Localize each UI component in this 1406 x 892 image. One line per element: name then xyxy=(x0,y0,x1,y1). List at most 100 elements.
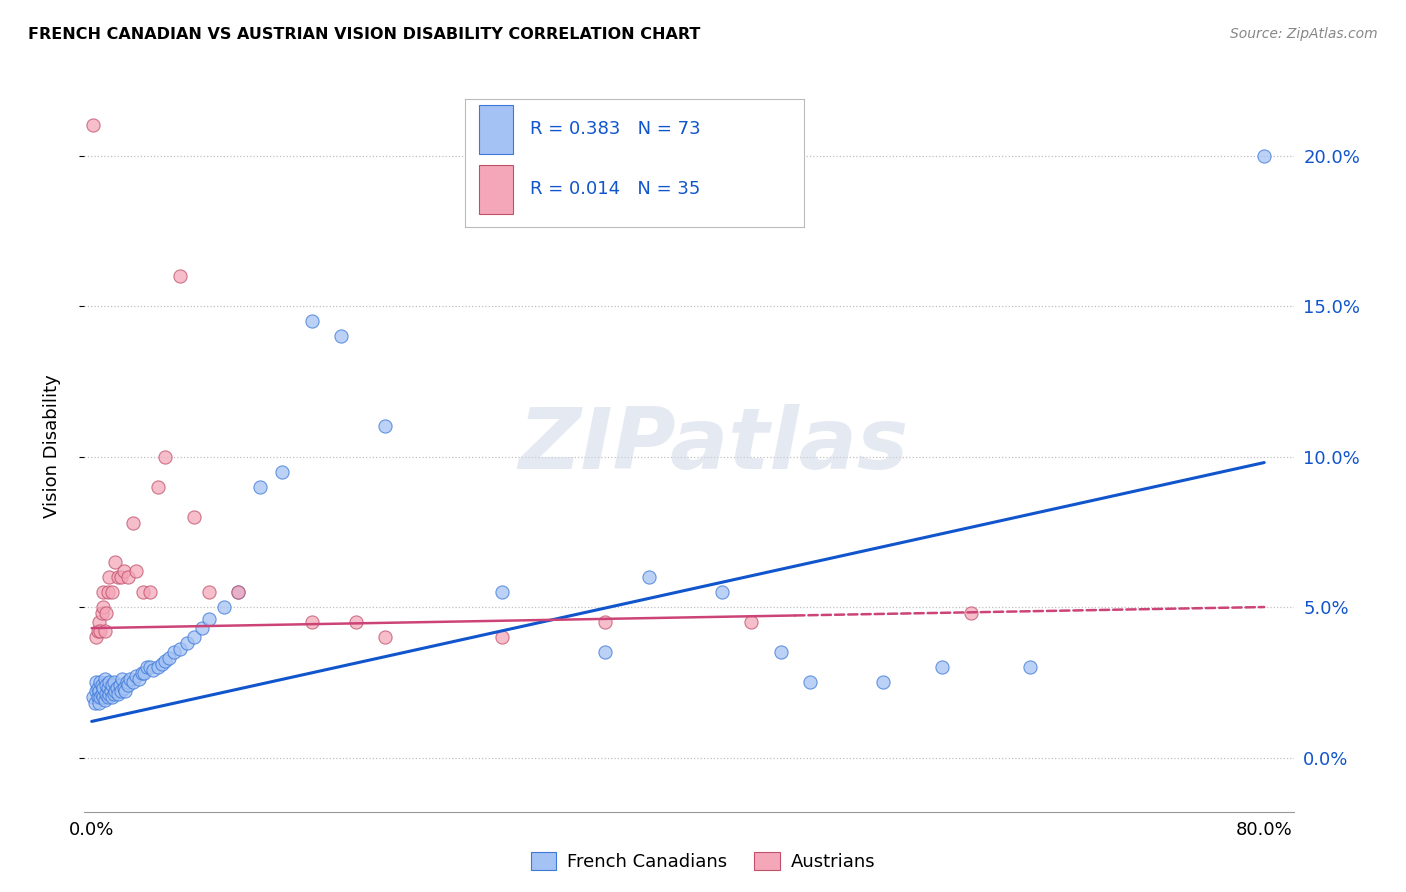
Point xyxy=(157,651,180,665)
Point xyxy=(169,268,191,283)
Point xyxy=(101,585,124,599)
Point xyxy=(87,697,110,711)
Point xyxy=(374,630,396,644)
Point xyxy=(121,675,143,690)
Point xyxy=(93,681,115,696)
Point xyxy=(931,660,953,674)
Point xyxy=(329,329,352,343)
Point xyxy=(960,606,983,620)
Point xyxy=(121,516,143,530)
Point xyxy=(97,690,120,705)
Text: FRENCH CANADIAN VS AUSTRIAN VISION DISABILITY CORRELATION CHART: FRENCH CANADIAN VS AUSTRIAN VISION DISAB… xyxy=(28,27,700,42)
Point xyxy=(101,678,124,692)
Point xyxy=(183,630,205,644)
Point xyxy=(84,684,107,698)
Point xyxy=(142,663,165,677)
Point xyxy=(98,675,121,690)
Point xyxy=(128,673,150,687)
Point xyxy=(1253,148,1275,162)
Point xyxy=(82,690,104,705)
Point xyxy=(198,585,221,599)
Point xyxy=(93,690,115,705)
Point xyxy=(103,687,125,701)
Point xyxy=(118,673,141,687)
Point xyxy=(710,585,733,599)
Point xyxy=(212,600,235,615)
Point xyxy=(301,314,323,328)
Point xyxy=(94,693,117,707)
Point xyxy=(124,564,146,578)
Point xyxy=(226,585,249,599)
Point xyxy=(83,697,105,711)
Point xyxy=(86,624,108,639)
Point xyxy=(97,681,120,696)
Point xyxy=(593,615,616,629)
Point xyxy=(163,645,186,659)
Point xyxy=(169,642,191,657)
Point xyxy=(799,675,821,690)
Point xyxy=(740,615,762,629)
Point xyxy=(769,645,792,659)
Point xyxy=(96,606,118,620)
Point xyxy=(103,675,125,690)
Point xyxy=(146,480,169,494)
Point xyxy=(87,684,110,698)
Point xyxy=(271,465,294,479)
Point xyxy=(131,666,153,681)
Point xyxy=(93,585,115,599)
Point xyxy=(491,585,513,599)
Text: ZIPatlas: ZIPatlas xyxy=(517,404,908,488)
Point xyxy=(136,660,159,674)
Point xyxy=(112,564,135,578)
Point xyxy=(86,690,108,705)
Point xyxy=(117,570,139,584)
Point xyxy=(107,570,129,584)
Point xyxy=(91,606,114,620)
Point xyxy=(107,687,129,701)
Point xyxy=(132,585,155,599)
Point xyxy=(301,615,323,629)
Point xyxy=(190,621,212,635)
Point xyxy=(104,555,127,569)
Point xyxy=(249,480,271,494)
Legend: French Canadians, Austrians: French Canadians, Austrians xyxy=(524,845,882,879)
Point xyxy=(104,684,127,698)
Point xyxy=(98,570,121,584)
Point xyxy=(94,673,117,687)
Point xyxy=(637,570,659,584)
Point xyxy=(176,636,198,650)
Point xyxy=(115,675,138,690)
Point xyxy=(96,687,118,701)
Point xyxy=(96,678,118,692)
Point xyxy=(1018,660,1040,674)
Point xyxy=(114,684,136,698)
Point xyxy=(82,119,104,133)
Point xyxy=(108,678,131,692)
Point xyxy=(91,687,114,701)
Point xyxy=(86,681,108,696)
Point xyxy=(110,570,132,584)
Point xyxy=(153,654,176,668)
Point xyxy=(226,585,249,599)
Point xyxy=(134,666,156,681)
Point xyxy=(105,681,128,696)
Point xyxy=(110,684,132,698)
Point xyxy=(124,669,146,683)
Point xyxy=(89,690,111,705)
Point xyxy=(98,687,121,701)
Point xyxy=(872,675,894,690)
Point xyxy=(150,657,173,672)
Point xyxy=(97,585,120,599)
Point xyxy=(111,673,134,687)
Point xyxy=(117,678,139,692)
Point xyxy=(344,615,367,629)
Point xyxy=(89,624,111,639)
Point xyxy=(139,585,162,599)
Point xyxy=(87,615,110,629)
Point xyxy=(93,600,115,615)
Point xyxy=(491,630,513,644)
Point xyxy=(84,675,107,690)
Point xyxy=(146,660,169,674)
Point xyxy=(94,624,117,639)
Point xyxy=(153,450,176,464)
